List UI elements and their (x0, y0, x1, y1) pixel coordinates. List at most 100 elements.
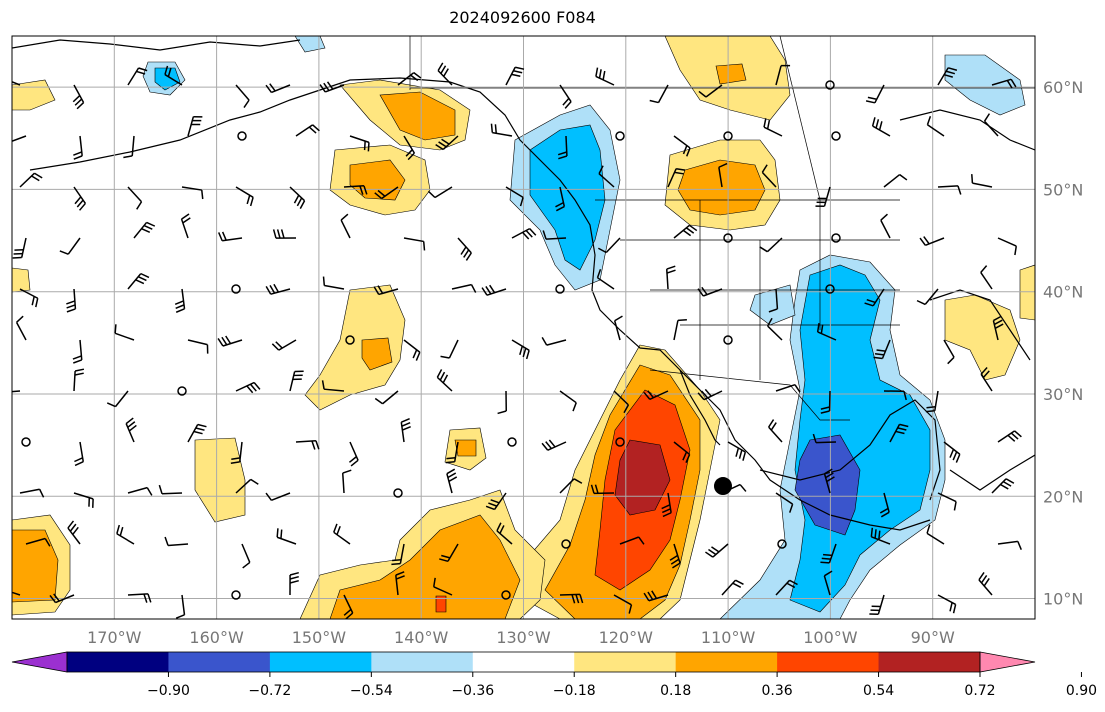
wind-barb (723, 233, 733, 243)
wind-barb (374, 390, 399, 405)
wind-barb (164, 65, 183, 86)
wind-barb (879, 492, 890, 518)
wind-barb (983, 113, 999, 137)
wind-barb (217, 231, 243, 242)
wind-barb (241, 543, 251, 569)
wind-barb (559, 593, 584, 604)
colorbar-segment (371, 652, 474, 672)
wind-barb (643, 390, 669, 401)
wind-barb (978, 571, 993, 596)
wind-barb (12, 135, 27, 143)
wind-barb (541, 439, 567, 451)
longitude-label: 170°W (87, 628, 142, 647)
wind-barb (615, 131, 625, 141)
wind-barb (231, 284, 241, 294)
wind-barb (19, 288, 39, 308)
wind-barb (511, 227, 537, 240)
wind-barb (21, 437, 31, 447)
latitude-labels: 60°N 50°N 40°N 30°N 20°N 10°N (1043, 78, 1083, 608)
wind-barb (775, 579, 798, 596)
wind-barb (997, 540, 1022, 550)
wind-barb (697, 388, 723, 401)
wind-barb (373, 285, 399, 296)
colorbar-label: 0.72 (964, 683, 995, 699)
wind-barb (831, 233, 841, 243)
wind-barb (823, 468, 835, 494)
wind-barb (615, 437, 625, 447)
wind-barb (559, 390, 577, 412)
wind-barb (15, 315, 27, 341)
longitude-labels: 170°W 160°W 150°W 140°W 130°W 120°W 110°W 100°W… (87, 628, 955, 647)
wind-barb (123, 135, 135, 159)
wind-barb (333, 523, 351, 545)
wind-barb (230, 441, 243, 464)
wind-barb (980, 265, 993, 290)
longitude-label: 160°W (189, 628, 244, 647)
wind-barb (127, 67, 148, 86)
wind-barb (766, 317, 783, 341)
wind-barb (718, 162, 728, 188)
wind-barb (673, 319, 687, 341)
wind-barb (643, 590, 669, 602)
wind-barb (181, 186, 204, 200)
colorbar-label: −0.36 (451, 683, 494, 699)
wind-barb (435, 135, 459, 151)
wind-barb (403, 237, 426, 251)
wind-barb (937, 185, 962, 195)
wind-barb (613, 390, 630, 414)
wind-barb (73, 492, 94, 508)
wind-barb (440, 339, 459, 359)
wind-barb (992, 315, 1004, 341)
colorbar-segment (878, 652, 981, 672)
wind-barb (289, 186, 306, 209)
wind-barb (926, 524, 945, 545)
wind-barb (106, 390, 129, 408)
wind-barb (831, 131, 841, 141)
wind-barb (613, 594, 633, 614)
wind-barb (397, 72, 422, 86)
colorbar-segment (472, 652, 575, 672)
wind-barb (542, 230, 567, 240)
wind-barb (116, 524, 135, 545)
wind-barb (485, 492, 507, 511)
wind-barb (374, 186, 399, 200)
wind-barb (231, 590, 241, 600)
wind-barb (559, 84, 572, 109)
wind-barb (775, 64, 791, 86)
colorbar-segment (168, 652, 271, 672)
wind-barb (265, 83, 291, 94)
wind-barb (177, 386, 187, 396)
wind-barb (777, 539, 787, 549)
wind-barb (319, 81, 345, 93)
wind-barb (395, 571, 405, 596)
wind-barb (926, 116, 945, 137)
wind-barb (559, 478, 583, 494)
wind-barb (127, 186, 143, 210)
wind-barb (673, 135, 691, 157)
wind-barb (496, 522, 513, 545)
wind-barb (340, 213, 351, 239)
wind-barb (825, 80, 835, 90)
wind-barb (345, 335, 355, 345)
wind-barb (295, 124, 320, 137)
wind-barb (457, 237, 472, 261)
colorbar-label: −0.18 (553, 683, 596, 699)
wind-barb (433, 577, 453, 596)
wind-barb (775, 383, 801, 393)
wind-barb (590, 484, 615, 495)
wind-barb (505, 186, 524, 207)
wind-barb (667, 168, 686, 188)
wind-barb (73, 135, 83, 160)
colorbar-label: −0.54 (350, 683, 393, 699)
latitude-label: 50°N (1043, 180, 1083, 199)
colorbar-label: 0.90 (1066, 683, 1097, 699)
wind-barb (775, 492, 794, 513)
wind-barb (557, 135, 568, 160)
colorbar-segment (269, 652, 372, 672)
wind-barb (321, 380, 345, 392)
wind-barb (400, 418, 411, 443)
wind-barb (289, 571, 299, 596)
wind-barb (613, 315, 623, 341)
wind-barb (649, 84, 669, 104)
